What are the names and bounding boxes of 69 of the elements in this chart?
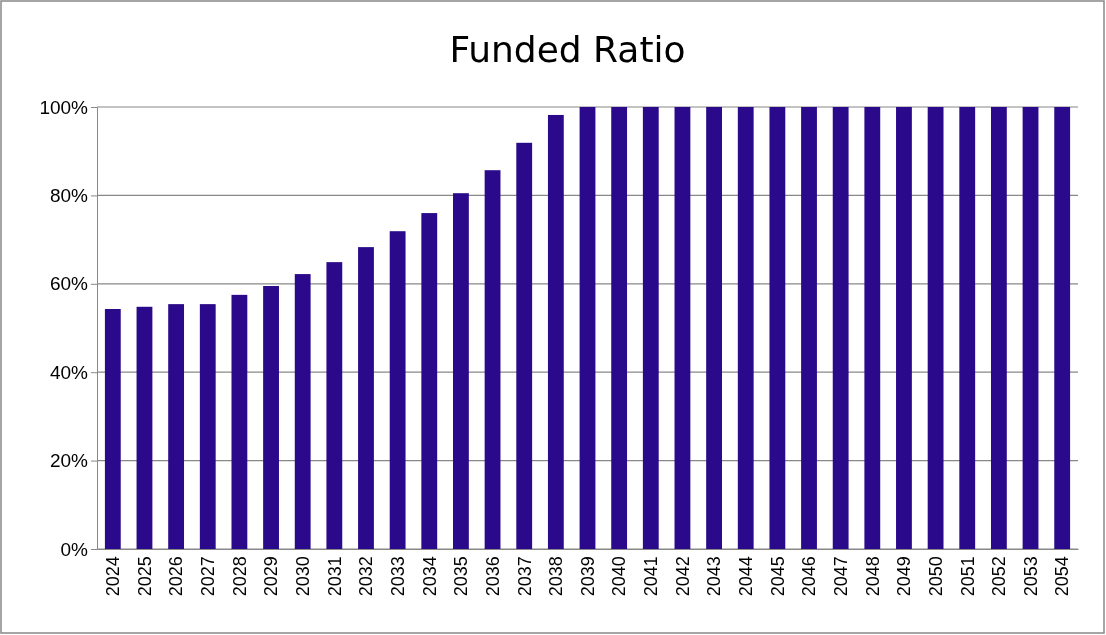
bar — [801, 107, 817, 549]
bar — [358, 247, 374, 549]
x-tick-label: 2046 — [799, 556, 820, 597]
x-tick-label: 2032 — [356, 556, 377, 597]
x-tick-label: 2036 — [482, 556, 503, 597]
x-tick-label: 2024 — [103, 556, 124, 597]
x-tick-label: 2035 — [451, 556, 472, 597]
bar — [674, 107, 691, 549]
x-tick-label: 2030 — [292, 556, 313, 597]
bar — [453, 193, 469, 549]
x-tick-label: 2047 — [830, 556, 851, 597]
bar — [642, 107, 659, 549]
bar — [990, 107, 1007, 549]
x-tick-label: 2039 — [577, 556, 598, 597]
x-tick-label: 2033 — [387, 556, 408, 597]
bar — [104, 308, 121, 549]
bar — [263, 286, 279, 549]
x-tick-label: 2042 — [672, 556, 693, 597]
x-tick-label: 2034 — [419, 556, 440, 597]
x-tick-label: 2029 — [261, 556, 282, 597]
bar — [1022, 107, 1039, 549]
bar — [199, 304, 216, 549]
bar — [547, 114, 564, 549]
bar — [516, 142, 533, 549]
y-tick-label: 0% — [60, 538, 89, 560]
x-tick-label: 2048 — [862, 556, 883, 597]
y-tick-label: 100% — [39, 96, 89, 118]
bar — [136, 306, 153, 549]
x-tick-label: 2053 — [1020, 556, 1041, 597]
bar — [484, 170, 501, 549]
x-tick-label: 2049 — [894, 556, 915, 597]
y-tick-label: 80% — [49, 184, 89, 206]
bar — [389, 231, 406, 549]
x-tick-label: 2028 — [229, 556, 250, 597]
x-tick-label: 2052 — [989, 556, 1010, 597]
x-tick-label: 2026 — [166, 556, 187, 597]
bar — [737, 107, 754, 549]
bar — [294, 274, 311, 549]
bar — [864, 107, 881, 549]
x-tick-label: 2043 — [704, 556, 725, 597]
bar — [421, 213, 438, 549]
bar — [769, 107, 786, 549]
x-tick-label: 2037 — [514, 556, 535, 597]
x-tick-label: 2027 — [198, 556, 219, 597]
chart-title: Funded Ratio — [449, 29, 686, 70]
bar — [832, 107, 849, 549]
x-tick-label: 2038 — [546, 556, 567, 597]
x-tick-label: 2040 — [609, 556, 630, 597]
bar — [231, 294, 248, 549]
x-tick-label: 2054 — [1052, 556, 1073, 597]
y-tick-label: 40% — [49, 361, 89, 383]
x-tick-label: 2025 — [134, 556, 155, 597]
bar — [168, 304, 185, 549]
bar — [896, 107, 912, 549]
x-tick-label: 2031 — [324, 556, 345, 597]
x-tick-label: 2045 — [767, 556, 788, 597]
bar — [326, 262, 343, 549]
bar — [959, 107, 976, 549]
x-tick-label: 2041 — [641, 556, 662, 597]
bar — [611, 107, 628, 549]
y-tick-label: 60% — [49, 273, 89, 295]
x-tick-label: 2051 — [957, 556, 978, 597]
y-tick-label: 20% — [49, 450, 89, 472]
bar — [706, 107, 722, 549]
bar — [927, 107, 944, 549]
bar — [1054, 107, 1071, 549]
x-tick-label: 2044 — [736, 556, 757, 597]
x-tick-label: 2050 — [925, 556, 946, 597]
bar — [579, 107, 596, 549]
